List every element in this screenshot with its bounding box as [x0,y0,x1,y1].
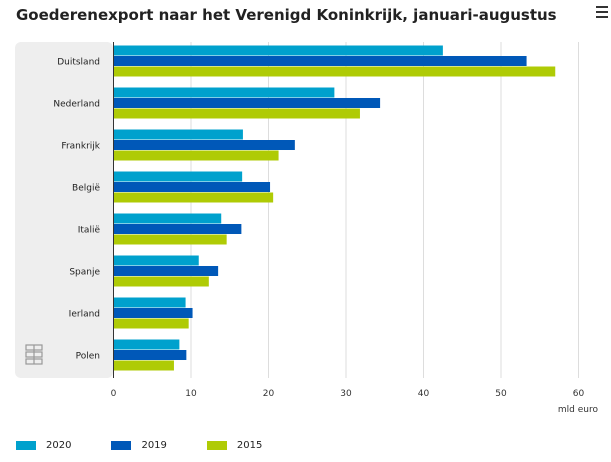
category-label: Spanje [69,267,100,277]
legend-swatch [206,441,227,450]
legend-item-2015[interactable]: 2015 [206,440,263,451]
x-tick-label: 30 [340,389,352,399]
bar-2020 [113,45,443,56]
legend-label: 2015 [236,440,263,451]
x-tick-label: 0 [111,389,117,399]
bar-2015 [113,108,360,119]
x-tick-label: 10 [185,389,197,399]
bar-2019 [113,98,381,108]
category-labels: Duitsland Nederland Frankrijk België Italië S… [53,57,100,361]
legend-swatch [111,441,132,450]
hamburger-menu-icon[interactable] [596,6,608,18]
bar-2015 [113,360,174,371]
x-axis-unit: mld euro [558,405,599,415]
bar-2015 [113,192,274,203]
x-tick-label: 20 [263,389,275,399]
bar-2019 [113,308,193,318]
legend-swatch [16,441,36,450]
category-label: Frankrijk [61,141,100,151]
x-tick-label: 40 [418,389,430,399]
bar-2019 [113,350,187,360]
category-label: Nederland [53,99,100,109]
bar-2019 [113,182,271,192]
x-tick-labels: 0 10 20 30 40 50 60 [111,389,585,399]
chart-title: Goederenexport naar het Verenigd Koninkr… [16,6,557,24]
bar-2015 [113,66,556,77]
bar-2015 [113,150,279,161]
bar-2015 [113,234,227,245]
legend-label: 2019 [141,440,167,451]
category-label: Ierland [69,309,100,319]
bar-2020 [113,213,222,224]
legend-item-2019[interactable]: 2019 [111,440,167,451]
category-label: België [72,183,100,193]
bar-2019 [113,140,295,150]
category-label-panel [15,42,113,378]
bar-2020 [113,255,199,266]
bar-2020 [113,297,186,308]
category-label: Italië [78,225,101,235]
bar-2019 [113,266,219,276]
bars [113,45,556,371]
bar-2019 [113,56,527,66]
cbs-logo-icon [25,344,43,365]
bar-2015 [113,276,209,287]
bar-2019 [113,224,242,234]
bar-chart: Duitsland Nederland Frankrijk België Italië S… [15,42,599,415]
category-label: Polen [76,351,100,361]
bar-2020 [113,339,180,350]
legend: 2020 2019 2015 [16,440,302,451]
bar-2020 [113,87,335,98]
bar-2020 [113,171,243,182]
x-tick-label: 60 [573,389,585,399]
bar-2020 [113,129,243,140]
category-label: Duitsland [57,57,100,67]
legend-label: 2020 [46,440,72,451]
legend-item-2020[interactable]: 2020 [16,440,71,451]
x-tick-label: 50 [495,389,507,399]
bar-2015 [113,318,189,329]
